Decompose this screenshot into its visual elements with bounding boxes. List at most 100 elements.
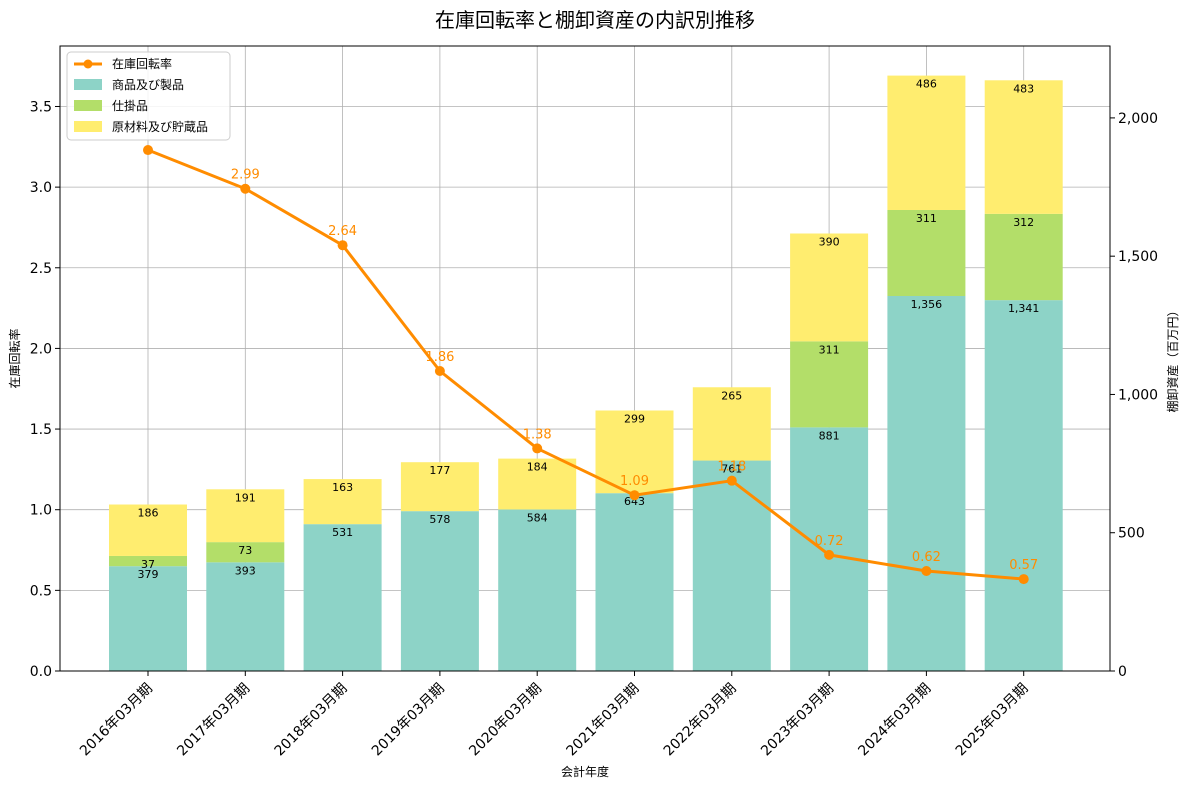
x-axis-label: 会計年度: [561, 764, 609, 779]
turnover-point: [629, 490, 640, 501]
bar-value-label: 578: [429, 513, 450, 526]
legend-marker: [83, 59, 93, 69]
y-left-tick-label: 0.5: [30, 583, 52, 599]
turnover-point: [532, 443, 543, 454]
bar-value-label: 311: [819, 343, 840, 356]
bar-segment: [887, 296, 966, 671]
turnover-value-label: 2.99: [231, 168, 260, 183]
bar-segment: [498, 509, 577, 671]
y-left-tick-label: 0.0: [30, 664, 52, 680]
bar-segment: [109, 566, 187, 671]
bar-segment: [790, 233, 869, 342]
y-left-tick-label: 3.5: [30, 99, 52, 115]
bar-value-label: 191: [235, 491, 256, 504]
bar-segment: [692, 387, 771, 461]
legend-swatch: [74, 121, 102, 132]
bar-value-label: 311: [916, 212, 937, 225]
bar-segment: [595, 493, 674, 671]
y-axis-left-label: 在庫回転率: [7, 328, 22, 388]
bar-segment: [692, 460, 771, 671]
turnover-value-label: 1.09: [620, 474, 649, 489]
bar-segment: [400, 462, 479, 512]
y-left-tick-label: 2.0: [30, 341, 52, 357]
x-tick-label: 2016年03月期: [77, 681, 156, 760]
turnover-value-label: 0.57: [1009, 558, 1038, 573]
bar-value-label: 163: [332, 481, 353, 494]
bar-value-label: 531: [332, 526, 353, 539]
x-tick-label: 2024年03月期: [855, 681, 934, 760]
legend-entry-label: 原材料及び貯蔵品: [112, 120, 208, 134]
y-right-tick-label: 1,000: [1118, 387, 1158, 403]
x-tick-label: 2018年03月期: [272, 681, 351, 760]
turnover-point: [726, 475, 737, 486]
legend-entry-label: 商品及び製品: [112, 77, 184, 92]
turnover-point: [434, 366, 445, 376]
turnover-value-label: 0.62: [912, 550, 941, 565]
y-right-tick-label: 500: [1118, 526, 1145, 542]
turnover-point: [921, 566, 932, 576]
bar-value-label: 299: [624, 412, 645, 425]
bar-value-label: 393: [235, 564, 256, 577]
bar-segment: [887, 209, 966, 296]
y-left-tick-label: 2.5: [30, 261, 52, 277]
y-right-tick-label: 0: [1118, 664, 1127, 680]
bar-segment: [206, 542, 285, 563]
bar-value-label: 379: [138, 568, 159, 581]
bar-segment: [984, 80, 1063, 214]
turnover-point: [824, 549, 835, 560]
turnover-value-label: 1.38: [523, 427, 552, 442]
bar-value-label: 483: [1013, 82, 1034, 95]
bar-segment: [303, 479, 382, 525]
y-axis-right-label: 棚卸資産（百万円）: [1165, 304, 1180, 412]
turnover-line: 2.99 2.64 1.86 1.38 1.09 1.18 0.72 0.62 0.57: [143, 145, 1038, 585]
legend-entry-label: 在庫回転率: [112, 56, 172, 71]
legend-swatch: [74, 79, 102, 90]
y-left-tick-label: 1.0: [30, 503, 52, 519]
bar-segment: [498, 458, 577, 510]
bar-value-label: 177: [429, 464, 450, 477]
bar-value-label: 761: [721, 463, 742, 476]
plot-frame: [59, 45, 1111, 672]
bar-value-label: 881: [819, 429, 840, 442]
y-right-tick-label: 1,500: [1118, 249, 1158, 265]
turnover-value-label: 1.18: [717, 460, 746, 475]
bar-segment: [206, 489, 285, 543]
bars: [109, 75, 1063, 671]
legend-box: [66, 51, 231, 141]
bar-segment: [984, 300, 1063, 671]
legend-entry-label: 仕掛品: [112, 98, 148, 113]
bar-value-label: 390: [819, 236, 840, 249]
legend-swatch: [74, 100, 102, 111]
turnover-value-label: 2.64: [328, 224, 357, 239]
y-left-tick-label: 1.5: [30, 422, 52, 438]
bar-segment: [790, 341, 869, 428]
turnover-line-path: [147, 148, 1024, 581]
y-left-tick-label: 3.0: [30, 180, 52, 196]
bar-segment: [303, 524, 382, 671]
turnover-value-label: 0.72: [815, 534, 844, 549]
x-tick-label: 2025年03月期: [953, 681, 1032, 760]
bar-segment: [790, 427, 869, 671]
y-right-tick-label: 2,000: [1118, 111, 1158, 127]
x-tick-label: 2019年03月期: [369, 681, 448, 760]
bar-segment: [400, 511, 479, 671]
bar-value-label: 186: [138, 507, 159, 520]
chart-title: 在庫回転率と棚卸資産の内訳別推移: [435, 8, 755, 32]
turnover-point: [337, 240, 348, 251]
bar-value-label: 37: [141, 558, 155, 571]
bar-value-label: 73: [238, 544, 252, 557]
x-tick-label: 2022年03月期: [661, 681, 740, 760]
x-tick-label: 2017年03月期: [174, 681, 253, 760]
bar-value-label: 312: [1013, 216, 1034, 229]
bar-value-label: 643: [624, 495, 645, 508]
turnover-value-label: 1.86: [425, 350, 454, 365]
turnover-point: [240, 183, 251, 194]
bar-segment: [109, 504, 187, 556]
bar-segment: [206, 562, 285, 671]
bar-value-label: 486: [916, 78, 937, 91]
bar-segment: [109, 555, 187, 567]
turnover-point: [143, 145, 153, 156]
turnover-point: [1018, 574, 1029, 585]
bar-segment: [887, 75, 966, 210]
